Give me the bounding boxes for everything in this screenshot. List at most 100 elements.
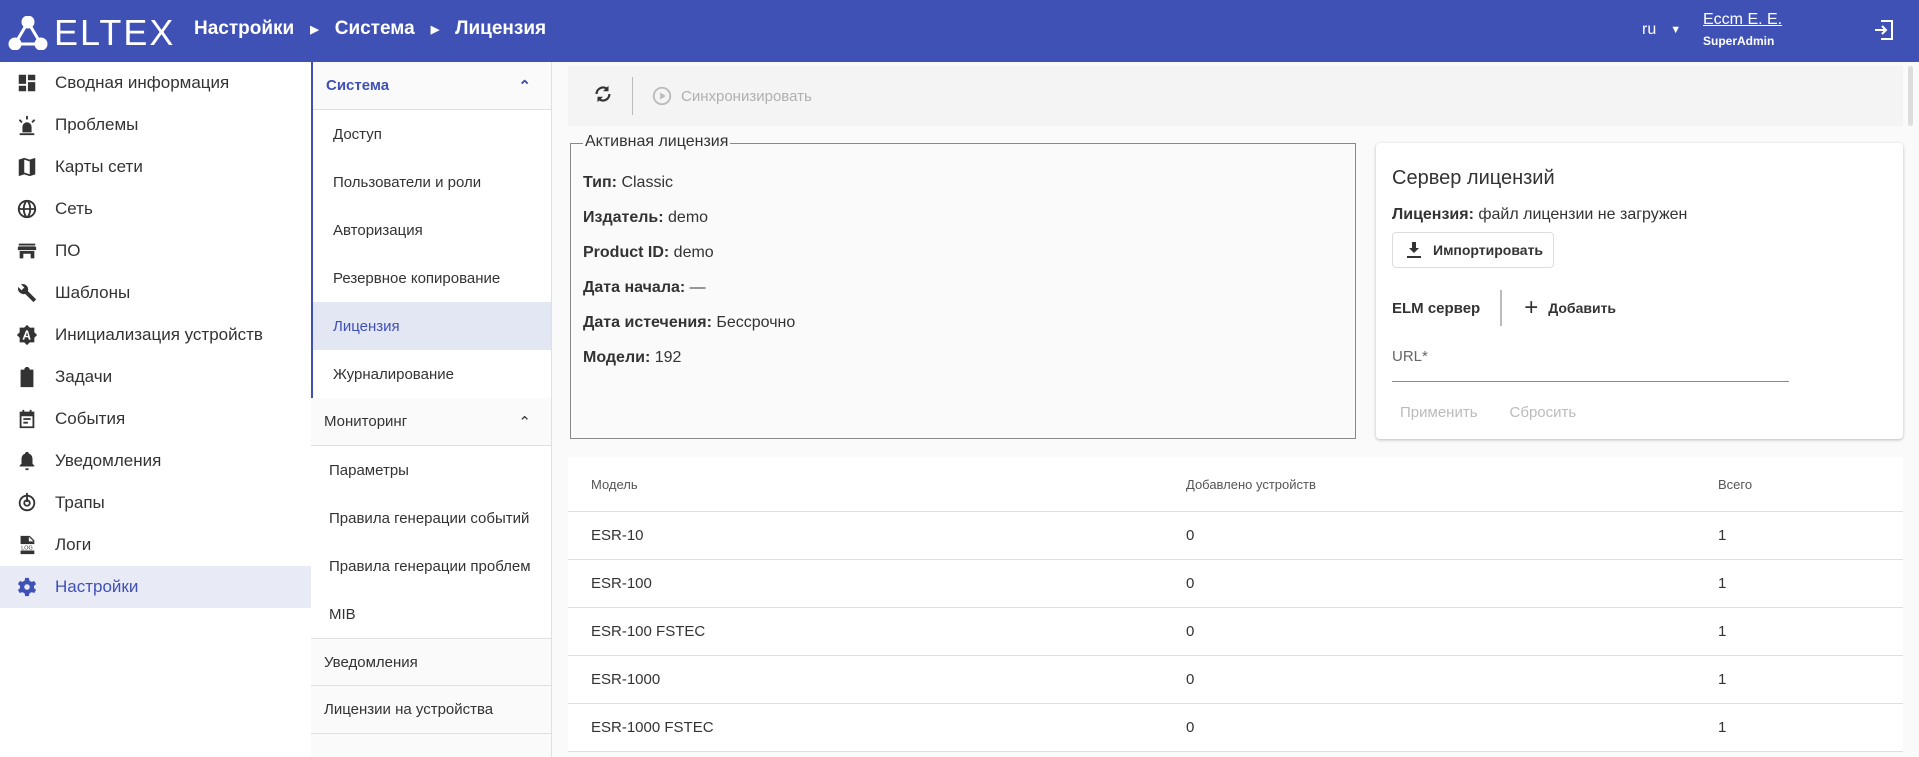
sidebar-item-label: ПО [55, 241, 81, 260]
clipboard-icon [16, 366, 38, 388]
active-license-title: Активная лицензия [583, 133, 731, 151]
subnav-item-monitoring-0[interactable]: Параметры [311, 446, 551, 494]
plus-icon: + [1524, 294, 1539, 321]
cell-added: 0 [1186, 575, 1195, 592]
table-row[interactable]: ESR-1000 0 1 [568, 656, 1903, 704]
breadcrumb-settings[interactable]: Настройки [194, 18, 295, 39]
breadcrumb-license: Лицензия [455, 18, 547, 39]
sidebar-item-5[interactable]: Шаблоны [0, 272, 311, 314]
subnav-item-system-2[interactable]: Авторизация [313, 206, 551, 254]
svg-text:LOG: LOG [21, 546, 33, 552]
cell-added: 0 [1186, 671, 1195, 688]
refresh-icon [595, 85, 611, 102]
add-button[interactable]: + Добавить [1524, 294, 1617, 321]
sidebar-item-label: События [55, 409, 126, 428]
column-header-added[interactable]: Добавлено устройств [1186, 476, 1316, 492]
table-row[interactable]: ESR-1000 FSTEC 0 1 [568, 704, 1903, 752]
elm-server-label: ELM сервер [1392, 299, 1481, 317]
sidebar-item-2[interactable]: Карты сети [0, 146, 311, 188]
globe-icon [16, 198, 38, 220]
subnav-item-monitoring-2[interactable]: Правила генерации проблем [311, 542, 551, 590]
subnav-item-system-4[interactable]: Лицензия [313, 302, 551, 350]
subnav-item-monitoring-1[interactable]: Правила генерации событий [311, 494, 551, 542]
subnav-item-system-0[interactable]: Доступ [313, 110, 551, 158]
cell-total: 1 [1718, 527, 1727, 544]
license-field: Тип: Classic [583, 174, 674, 191]
active-license-panel: Активная лицензия Тип: Classic Издатель: … [570, 133, 1356, 439]
subnav-item-system-1[interactable]: Пользователи и роли [313, 158, 551, 206]
chevron-up-icon: ⌃ [518, 77, 531, 95]
sidebar-item-4[interactable]: ПО [0, 230, 311, 272]
auto-badge-icon [16, 324, 38, 346]
sidebar-item-label: Трапы [55, 493, 105, 512]
license-field: Издатель: demo [583, 209, 709, 226]
wrench-icon [16, 282, 38, 304]
sidebar-item-label: Инициализация устройств [55, 325, 263, 344]
user-role: SuperAdmin [1703, 34, 1775, 48]
user-name[interactable]: Еccm Е. Е. [1703, 11, 1783, 28]
cell-total: 1 [1718, 623, 1727, 640]
sidebar-item-label: Сводная информация [55, 73, 230, 92]
import-button[interactable]: Импортировать [1392, 232, 1554, 268]
eltex-logo[interactable]: ELTEX [8, 12, 175, 54]
apply-button[interactable]: Применить [1400, 404, 1478, 421]
group-system[interactable]: Система ⌃ [313, 62, 551, 110]
dashboard-icon [16, 72, 38, 94]
breadcrumb-system[interactable]: Система [334, 18, 415, 39]
sidebar-item-label: Шаблоны [55, 283, 131, 302]
sidebar-item-3[interactable]: Сеть [0, 188, 311, 230]
sidebar-item-0[interactable]: Сводная информация [0, 62, 311, 104]
column-header-total[interactable]: Всего [1718, 476, 1753, 492]
sidebar-item-12[interactable]: Настройки [0, 566, 311, 608]
reset-button[interactable]: Сбросить [1509, 404, 1577, 421]
table-row[interactable]: ESR-10 0 1 [568, 512, 1903, 560]
group-notifications[interactable]: Уведомления [311, 638, 551, 686]
subnav-item-system-5[interactable]: Журналирование [313, 350, 551, 398]
cell-model: ESR-100 FSTEC [591, 623, 706, 640]
sidebar-item-9[interactable]: Уведомления [0, 440, 311, 482]
scrollbar[interactable] [1908, 66, 1913, 126]
chevron-right-icon: ▶ [430, 23, 440, 36]
group-device-licenses[interactable]: Лицензии на устройства [311, 686, 551, 734]
user-info[interactable]: Еccm Е. Е. SuperAdmin [1703, 11, 1782, 48]
license-field: Модели: 192 [583, 349, 682, 366]
cell-model: ESR-10 [591, 527, 644, 544]
subnav-item-system-3[interactable]: Резервное копирование [313, 254, 551, 302]
sidebar-item-label: Уведомления [55, 451, 162, 470]
divider [1500, 290, 1503, 326]
main-sidebar: Сводная информация Проблемы Карты сети Сеть… [0, 62, 311, 757]
cell-total: 1 [1718, 575, 1727, 592]
sidebar-item-7[interactable]: Задачи [0, 356, 311, 398]
url-input[interactable]: URL* [1392, 348, 1789, 382]
license-field: Дата истечения: Бессрочно [583, 314, 796, 331]
language-select[interactable]: ru ▼ [1642, 21, 1682, 38]
logout-button[interactable] [1872, 18, 1896, 47]
sidebar-item-6[interactable]: Инициализация устройств [0, 314, 311, 356]
chevron-up-icon: ⌃ [518, 413, 531, 431]
cell-added: 0 [1186, 527, 1195, 544]
chevron-right-icon: ▶ [310, 23, 319, 36]
license-field: Дата начала: — [583, 279, 706, 296]
table-row[interactable]: ESR-100 0 1 [568, 560, 1903, 608]
license-server-card: Сервер лицензий Лицензия: файл лицензии … [1376, 143, 1903, 439]
sidebar-item-8[interactable]: События [0, 398, 311, 440]
table-row[interactable]: ESR-100 FSTEC 0 1 [568, 608, 1903, 656]
download-icon [1407, 242, 1421, 258]
sync-button[interactable]: Синхронизировать [651, 85, 812, 107]
sidebar-item-label: Карты сети [55, 157, 143, 176]
table-header: Модель Добавлено устройств Всего [568, 457, 1903, 512]
subnav-item-monitoring-3[interactable]: MIB [311, 590, 551, 638]
sync-play-icon [652, 86, 672, 106]
sidebar-item-10[interactable]: Трапы [0, 482, 311, 524]
license-server-title: Сервер лицензий [1392, 167, 1555, 189]
group-monitoring[interactable]: Мониторинг ⌃ [311, 398, 551, 446]
refresh-button[interactable] [592, 83, 614, 110]
sidebar-item-1[interactable]: Проблемы [0, 104, 311, 146]
breadcrumb: Настройки ▶ Система ▶ Лицензия [194, 18, 546, 40]
calendar-icon [16, 408, 38, 430]
sidebar-item-label: Логи [55, 535, 92, 554]
column-header-model[interactable]: Модель [591, 476, 638, 492]
cell-total: 1 [1718, 719, 1727, 736]
sidebar-item-11[interactable]: LOG Логи [0, 524, 311, 566]
app-header: ELTEX Настройки ▶ Система ▶ Лицензия ru ▼ Е… [0, 0, 1919, 62]
